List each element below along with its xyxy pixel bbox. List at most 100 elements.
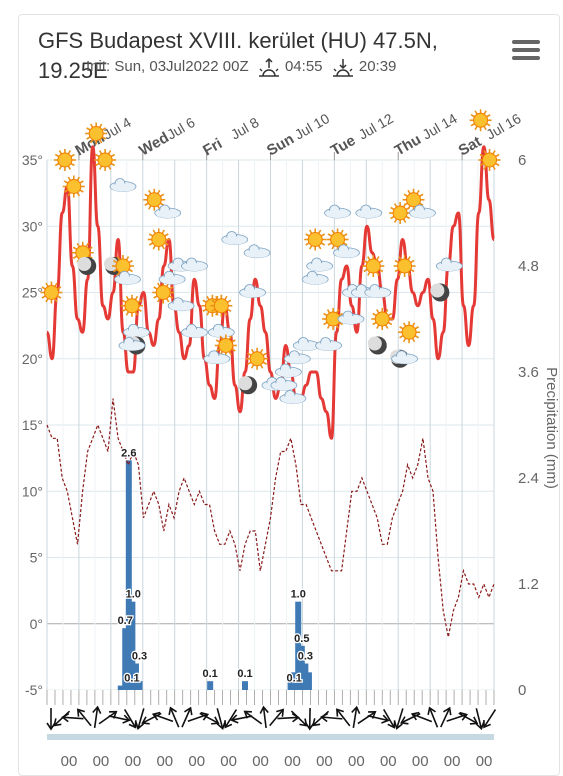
sun-ray (377, 256, 379, 259)
sun-ray (377, 309, 379, 312)
sun-ray (415, 336, 418, 338)
moon-icon (77, 257, 96, 275)
cloud-fill (205, 356, 229, 364)
sun-disc (152, 233, 166, 247)
cloud-fill (437, 263, 461, 271)
precip-label: 0.1 (237, 668, 252, 680)
sun-ray (59, 166, 61, 169)
sun-ray (475, 126, 477, 129)
sun-ray (252, 365, 254, 368)
sun-ray (404, 338, 406, 341)
cloud-icon (302, 271, 328, 284)
cloud-fill (285, 356, 309, 364)
sun-ray (68, 177, 70, 180)
cloud-fill (339, 316, 363, 324)
cloud-fill (281, 396, 305, 404)
time-label: 00 (284, 753, 301, 768)
cloud-icon (356, 205, 382, 218)
sun-icon (94, 149, 116, 171)
sun-ray (493, 150, 495, 153)
moon-icon (238, 376, 257, 394)
sun-icon (304, 229, 326, 251)
wind-arrow (178, 706, 194, 728)
cloud-fill (169, 303, 193, 311)
wind-arrow (481, 707, 499, 729)
sun-ray (100, 150, 102, 153)
sun-ray (109, 166, 111, 169)
sun-disc (308, 233, 322, 247)
sun-ray (408, 190, 410, 193)
cloud-fill (223, 237, 247, 245)
sun-disc (250, 352, 264, 366)
sun-ray (395, 219, 397, 222)
cloud-icon (307, 258, 333, 271)
wind-arrow (349, 707, 360, 729)
cloud-icon (325, 205, 351, 218)
sun-disc (44, 286, 58, 300)
sun-ray (87, 128, 90, 130)
sun-icon (398, 321, 420, 343)
sun-ray (324, 314, 327, 316)
cloud-fill (317, 343, 341, 351)
sun-ray (203, 309, 206, 311)
cloud-fill (276, 369, 300, 377)
sun-ray (149, 206, 151, 209)
sun-ray (493, 166, 495, 169)
time-label: 00 (156, 753, 173, 768)
wind-arrow (411, 710, 433, 725)
time-label: 00 (93, 753, 110, 768)
wind-arrow (426, 706, 441, 728)
precip-label: 0.5 (294, 633, 309, 645)
y-right-tick: 6 (518, 152, 526, 169)
cloud-fill (183, 263, 207, 271)
sun-ray (160, 194, 163, 196)
sun-ray (158, 190, 160, 193)
cloud-icon (275, 364, 301, 377)
cloud-fill (124, 329, 148, 337)
sun-icon (371, 308, 393, 330)
time-label: 00 (188, 753, 205, 768)
day-name: Tue (328, 132, 359, 160)
cloud-fill (308, 263, 332, 271)
sun-disc (366, 259, 380, 273)
sun-ray (310, 230, 312, 233)
sun-ray (109, 150, 111, 153)
y-left-tick: 0° (30, 616, 43, 632)
y-right-tick: 2.4 (518, 470, 539, 487)
sun-ray (263, 353, 266, 355)
sun-icon (394, 255, 416, 277)
sun-disc (116, 259, 130, 273)
sun-disc (331, 233, 345, 247)
day-name: Sun (264, 131, 297, 160)
sun-disc (67, 180, 81, 194)
sun-ray (388, 314, 391, 316)
precip-bar (207, 681, 213, 690)
cloud-icon (244, 245, 270, 258)
sun-ray (411, 261, 414, 263)
sun-ray (373, 314, 376, 316)
sun-ray (111, 164, 114, 166)
sun-ray (391, 208, 394, 210)
sun-ray (471, 124, 474, 126)
sun-ray (111, 155, 114, 157)
day-date: Jul 14 (419, 110, 460, 143)
time-label: 00 (61, 753, 78, 768)
sun-disc (156, 286, 170, 300)
sun-disc (125, 299, 139, 313)
moon-icon (368, 337, 387, 355)
sun-ray (395, 203, 397, 206)
sun-ray (73, 247, 76, 249)
moon-icon (430, 284, 449, 302)
y-axis-left: -5°0°5°10°15°20°25°30°35° (22, 152, 43, 698)
sun-ray (319, 230, 321, 233)
cloud-icon (110, 179, 136, 192)
sun-ray (496, 155, 499, 157)
sun-ray (252, 349, 254, 352)
cloud-icon (365, 285, 391, 298)
wind-shaft (277, 717, 297, 718)
wind-arrow (437, 706, 453, 728)
